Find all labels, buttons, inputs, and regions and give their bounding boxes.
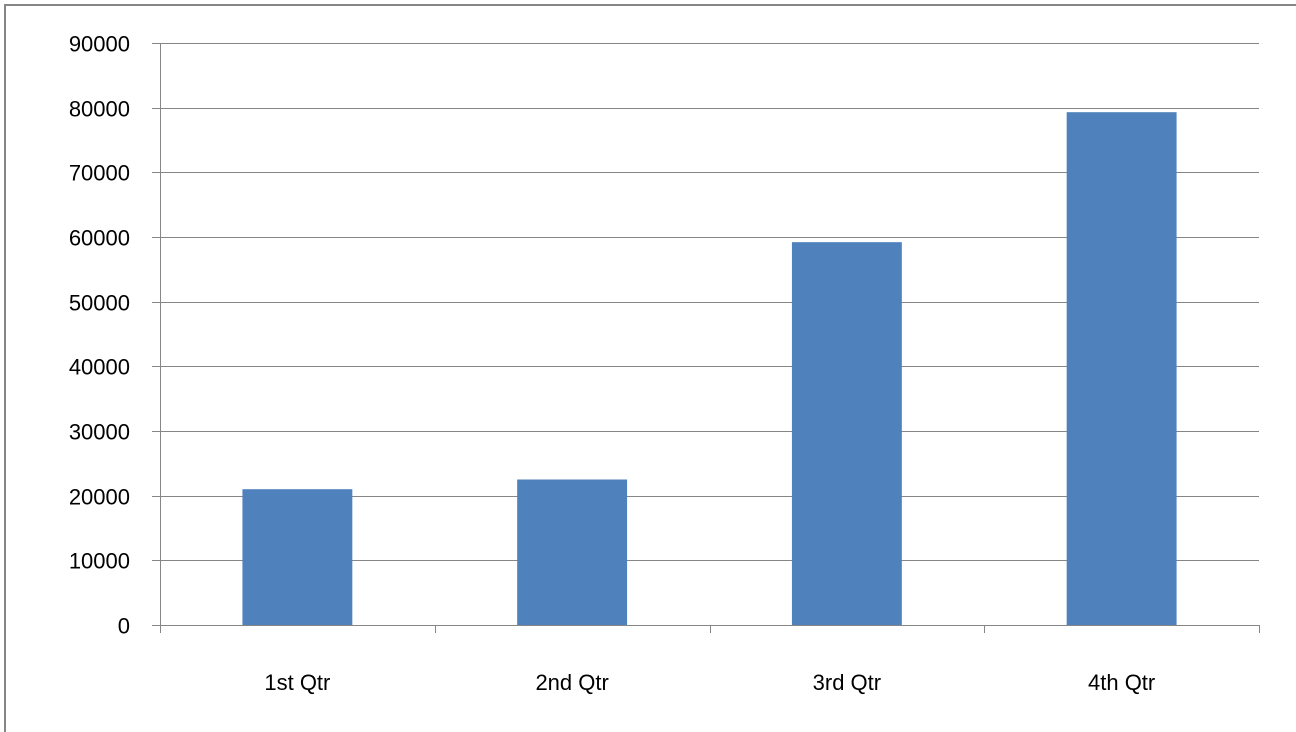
y-tick-label: 50000	[69, 291, 130, 316]
x-tick-label: 2nd Qtr	[535, 670, 608, 695]
bars	[242, 112, 1177, 625]
y-tick-label: 20000	[69, 485, 130, 510]
bar-3rd-qtr	[791, 242, 902, 625]
y-axis-tick-labels: 0 10000 20000 30000 40000 50000 60000 70000 8000…	[69, 32, 130, 639]
y-tick-label: 40000	[69, 355, 130, 380]
x-tick-label: 1st Qtr	[264, 670, 330, 695]
y-tick-label: 0	[118, 614, 130, 639]
axes	[152, 43, 1260, 633]
bar-4th-qtr	[1066, 112, 1177, 625]
y-tick-label: 90000	[69, 32, 130, 57]
y-tick-label: 80000	[69, 97, 130, 122]
y-tick-label: 30000	[69, 420, 130, 445]
x-tick-label: 3rd Qtr	[813, 670, 881, 695]
y-tick-label: 60000	[69, 226, 130, 251]
x-axis-tick-labels: 1st Qtr 2nd Qtr 3rd Qtr 4th Qtr	[264, 670, 1155, 695]
bar-2nd-qtr	[517, 479, 628, 625]
x-tick-label: 4th Qtr	[1088, 670, 1155, 695]
y-tick-label: 70000	[69, 161, 130, 186]
bar-1st-qtr	[242, 489, 353, 625]
y-tick-label: 10000	[69, 549, 130, 574]
